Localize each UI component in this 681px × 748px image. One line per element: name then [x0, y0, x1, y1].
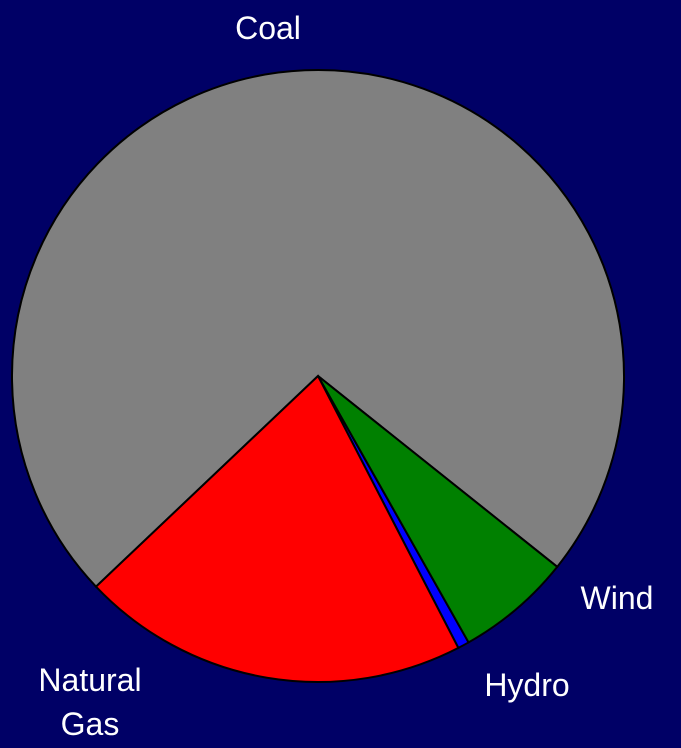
- pie-slice: [11, 69, 625, 589]
- pie-slice: [317, 375, 559, 644]
- pie-slice: [94, 374, 460, 683]
- slice-label: Natural Gas: [38, 662, 142, 742]
- slice-label: Coal: [235, 10, 301, 46]
- slice-label: Hydro: [484, 667, 570, 703]
- slice-label: Wind: [580, 580, 654, 616]
